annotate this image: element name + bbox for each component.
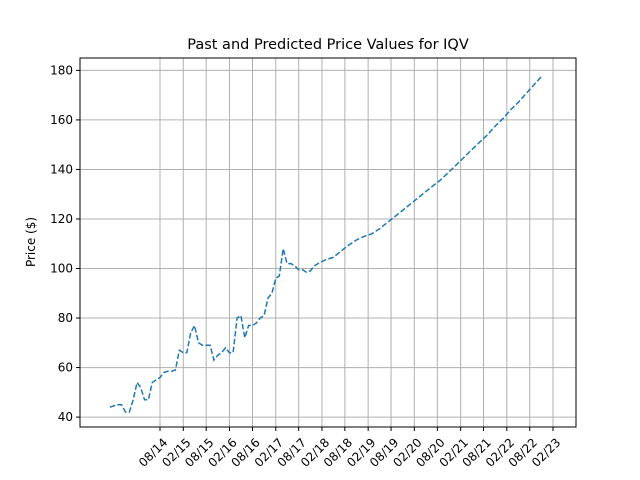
y-tick-label-1: 60 (58, 361, 73, 375)
y-tick-label-7: 180 (50, 63, 73, 77)
plot-area-frame (79, 57, 577, 428)
axis-ticks (76, 69, 554, 431)
y-tick-label-5: 140 (50, 162, 73, 176)
chart-title: Past and Predicted Price Values for IQV (187, 37, 469, 53)
y-tick-label-3: 100 (50, 262, 73, 276)
y-axis-label: Price ($) (24, 217, 38, 267)
grid (80, 58, 576, 427)
y-tick-label-4: 120 (50, 212, 73, 226)
y-tick-label-2: 80 (58, 311, 73, 325)
y-tick-label-6: 160 (50, 113, 73, 127)
y-tick-label-0: 40 (58, 410, 73, 424)
series-line-price (109, 76, 542, 413)
